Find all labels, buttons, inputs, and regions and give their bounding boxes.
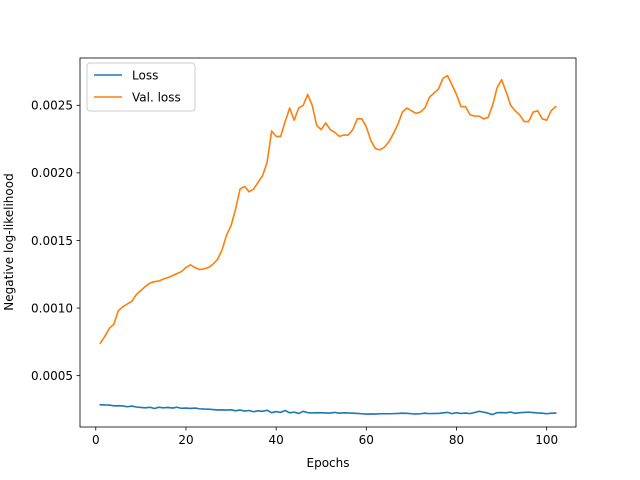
y-axis-label: Negative log-likelihood (2, 173, 16, 310)
x-tick-label-80: 80 (449, 433, 464, 447)
y-axis-ticks: 0.0005 0.0010 0.0015 0.0020 0.0025 (31, 99, 80, 383)
legend-label-val-loss: Val. loss (132, 91, 181, 105)
x-axis-ticks: 0 20 40 60 80 100 (92, 427, 558, 447)
legend-label-loss: Loss (132, 69, 158, 83)
x-tick-label-20: 20 (178, 433, 193, 447)
x-axis-label: Epochs (307, 456, 350, 470)
x-tick-label-0: 0 (92, 433, 100, 447)
series-line-loss (99, 403, 557, 416)
y-tick-label-1: 0.0010 (31, 301, 73, 315)
y-tick-label-0: 0.0005 (31, 369, 73, 383)
axes-frame (79, 57, 577, 428)
y-tick-label-4: 0.0025 (31, 99, 73, 113)
y-tick-label-3: 0.0020 (31, 166, 73, 180)
x-tick-label-60: 60 (359, 433, 374, 447)
plot-area (99, 74, 557, 416)
y-tick-label-2: 0.0015 (31, 234, 73, 248)
legend: Loss Val. loss (86, 62, 196, 112)
x-tick-label-100: 100 (535, 433, 558, 447)
series-line-val-loss (99, 74, 557, 345)
x-tick-label-40: 40 (269, 433, 284, 447)
